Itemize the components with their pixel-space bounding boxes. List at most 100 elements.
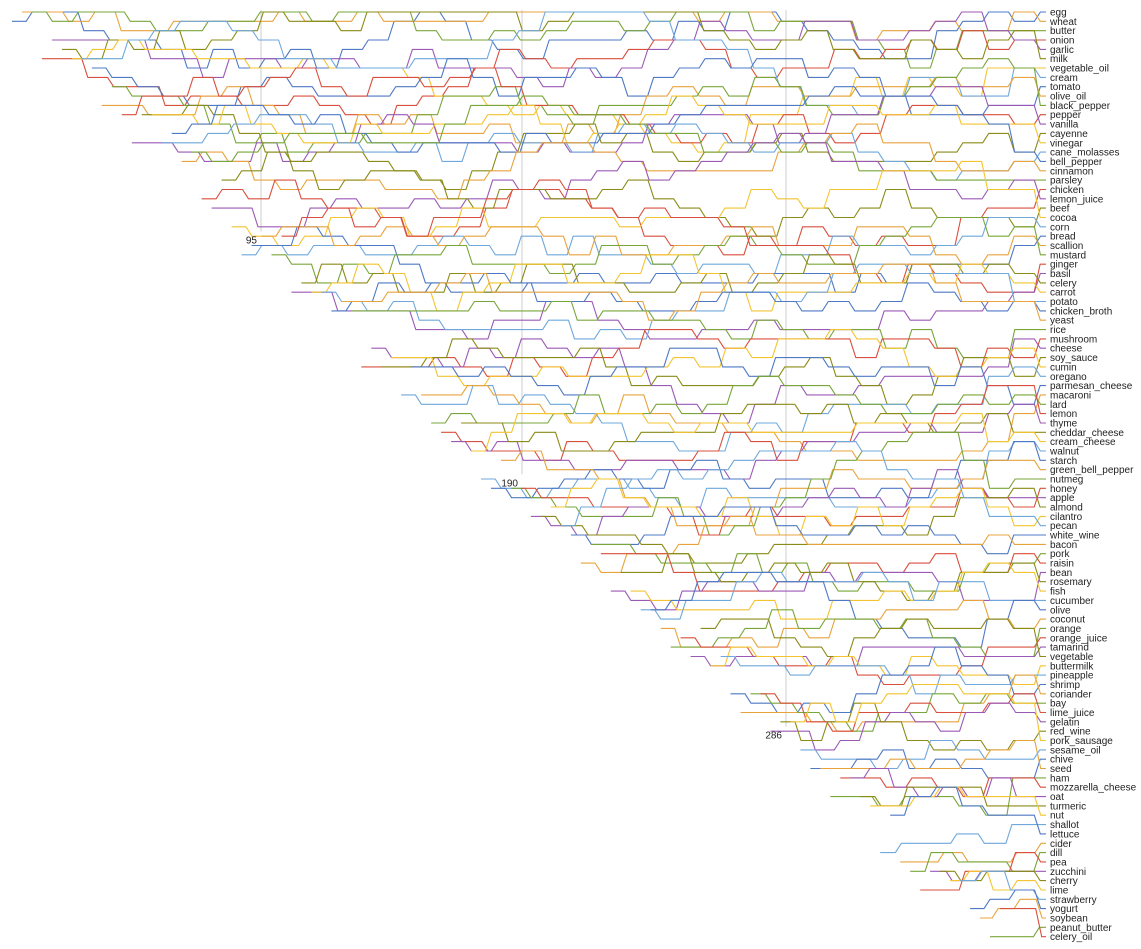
legend-label-apple: apple: [1050, 493, 1075, 504]
series-line-cocoa: [231, 160, 1046, 247]
legend-label-nutmeg: nutmeg: [1050, 475, 1083, 486]
series-line-vanilla: [131, 86, 1046, 162]
series-line-tamarind: [690, 646, 1046, 667]
legend-label-cream_cheese: cream_cheese: [1050, 437, 1116, 448]
series-line-pork: [590, 543, 1046, 592]
series-line-red_wine: [780, 702, 1046, 751]
legend-label-honey: honey: [1050, 484, 1077, 495]
legend-label-lime_juice: lime_juice: [1050, 708, 1095, 719]
legend-label-oat: oat: [1050, 792, 1064, 803]
series-line-fish: [630, 562, 1046, 620]
legend-label-cucumber: cucumber: [1050, 596, 1095, 607]
series-line-cheese: [371, 338, 1046, 424]
legend-label-sesame_oil: sesame_oil: [1050, 745, 1101, 756]
series-line-wheat: [22, 11, 1046, 41]
series-line-scallion: [261, 226, 1046, 265]
legend-label-pepper: pepper: [1050, 110, 1082, 121]
series-line-yogurt: [970, 889, 1046, 910]
series-line-apple: [530, 469, 1046, 536]
legend-label-scallion: scallion: [1050, 241, 1083, 252]
legend-label-macaroni: macaroni: [1050, 390, 1091, 401]
legend-label-white_wine: white_wine: [1049, 531, 1100, 542]
legend-label-vegetable_oil: vegetable_oil: [1050, 64, 1109, 75]
legend-label-lettuce: lettuce: [1050, 829, 1080, 840]
legend-label-celery: celery: [1050, 278, 1077, 289]
legend-label-pork: pork: [1050, 549, 1070, 560]
legend-label-oregano: oregano: [1050, 372, 1087, 383]
legend-label-walnut: walnut: [1049, 446, 1079, 457]
legend-label-chicken: chicken: [1050, 185, 1084, 196]
legend-label-thyme: thyme: [1050, 418, 1078, 429]
legend-label-yogurt: yogurt: [1050, 904, 1078, 915]
legend-label-bell_pepper: bell_pepper: [1050, 157, 1103, 168]
series-line-parmesan_cheese: [411, 347, 1046, 405]
legend-label-cinnamon: cinnamon: [1050, 166, 1093, 177]
series-line-cumin: [391, 329, 1046, 387]
series-line-white_wine: [570, 506, 1046, 555]
legend-label-carrot: carrot: [1050, 288, 1076, 299]
legend-label-red_wine: red_wine: [1050, 727, 1091, 738]
series-line-seed: [820, 739, 1046, 770]
series-line-lime: [950, 870, 1046, 891]
legend-label-coriander: coriander: [1050, 689, 1092, 700]
legend-label-parmesan_cheese: parmesan_cheese: [1050, 381, 1133, 392]
legend-label-green_bell_pepper: green_bell_pepper: [1050, 465, 1134, 476]
series-line-rosemary: [620, 553, 1046, 601]
legend-label-corn: corn: [1050, 222, 1069, 233]
legend-label-vinegar: vinegar: [1050, 138, 1083, 149]
legend-label-olive_oil: olive_oil: [1050, 92, 1086, 103]
rank-lines: [12, 11, 1046, 938]
series-line-chive: [810, 749, 1046, 779]
legend-label-cane_molasses: cane_molasses: [1050, 148, 1119, 159]
legend-label-shrimp: shrimp: [1050, 680, 1080, 691]
legend-label-coconut: coconut: [1050, 615, 1085, 626]
series-line-cilantro: [550, 478, 1046, 536]
series-line-cucumber: [640, 571, 1046, 620]
legend-label-chive: chive: [1050, 755, 1074, 766]
marker-label-95: 95: [246, 236, 258, 247]
series-line-nutmeg: [511, 431, 1046, 536]
legend-label-onion: onion: [1050, 36, 1074, 47]
series-line-thyme: [451, 403, 1046, 480]
legend-label-strawberry: strawberry: [1050, 895, 1097, 906]
legend-label-bean: bean: [1050, 568, 1072, 579]
legend-label-beef: beef: [1050, 204, 1070, 215]
series-line-sesame_oil: [800, 739, 1046, 770]
legend-label-vanilla: vanilla: [1050, 120, 1079, 131]
legend-label-chicken_broth: chicken_broth: [1050, 306, 1112, 317]
legend-label-buttermilk: buttermilk: [1050, 661, 1094, 672]
legend-label-soybean: soybean: [1050, 913, 1088, 924]
series-line-parsley: [191, 95, 1046, 181]
legend-label-fish: fish: [1050, 587, 1066, 598]
legend-label-mozzarella_cheese: mozzarella_cheese: [1050, 783, 1137, 794]
legend-label-cocoa: cocoa: [1050, 213, 1077, 224]
legend-label-soy_sauce: soy_sauce: [1050, 353, 1098, 364]
legend-label-pea: pea: [1050, 857, 1067, 868]
legend-label-starch: starch: [1050, 456, 1077, 467]
legend-label-zucchini: zucchini: [1050, 867, 1086, 878]
series-line-pecan: [560, 441, 1046, 527]
legend-label-peanut_butter: peanut_butter: [1050, 923, 1112, 934]
legend-label-pineapple: pineapple: [1050, 671, 1094, 682]
series-line-cream_cheese: [471, 413, 1046, 452]
legend-label-orange: orange: [1050, 624, 1082, 635]
legend-label-potato: potato: [1050, 297, 1078, 308]
legend-label-lard: lard: [1050, 400, 1067, 411]
series-line-cinnamon: [181, 123, 1046, 200]
series-line-lard: [431, 375, 1046, 424]
series-line-peanut_butter: [990, 926, 1046, 938]
legend-label-rice: rice: [1050, 325, 1067, 336]
legend-label-tomato: tomato: [1050, 82, 1081, 93]
series-line-mushroom: [361, 329, 1046, 377]
series-line-bell_pepper: [171, 86, 1046, 162]
marker-labels: 95 190 286: [246, 236, 783, 742]
legend-label-cilantro: cilantro: [1050, 512, 1083, 523]
legend-label-raisin: raisin: [1050, 559, 1074, 570]
legend-label-lime: lime: [1050, 885, 1069, 896]
legend-label-cumin: cumin: [1050, 362, 1077, 373]
series-line-vegetable: [700, 618, 1046, 658]
legend-label-pork_sausage: pork_sausage: [1050, 736, 1113, 747]
legend-label-cider: cider: [1050, 839, 1072, 850]
legend-label-ham: ham: [1050, 773, 1069, 784]
